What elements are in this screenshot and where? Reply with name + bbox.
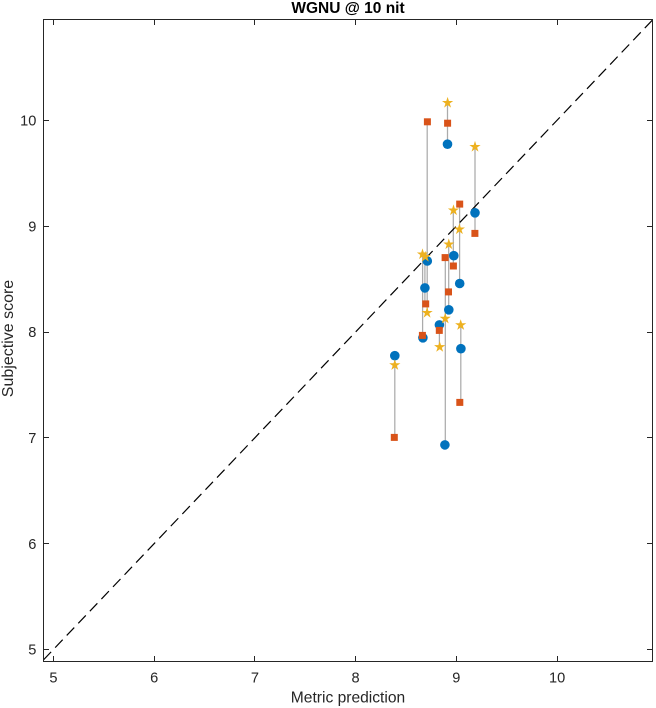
- svg-text:6: 6: [150, 671, 158, 687]
- svg-text:Subjective score: Subjective score: [0, 280, 17, 397]
- svg-text:8: 8: [352, 671, 360, 687]
- svg-text:9: 9: [452, 671, 460, 687]
- svg-text:5: 5: [49, 671, 57, 687]
- svg-text:10: 10: [20, 114, 36, 130]
- svg-text:WGNU @ 10 nit: WGNU @ 10 nit: [291, 0, 404, 17]
- svg-text:10: 10: [549, 671, 565, 687]
- svg-text:Metric prediction: Metric prediction: [291, 690, 405, 707]
- svg-text:6: 6: [28, 537, 36, 553]
- svg-text:7: 7: [251, 671, 259, 687]
- svg-text:8: 8: [28, 325, 36, 341]
- svg-text:7: 7: [28, 431, 36, 447]
- svg-text:9: 9: [28, 219, 36, 235]
- svg-text:5: 5: [28, 643, 36, 659]
